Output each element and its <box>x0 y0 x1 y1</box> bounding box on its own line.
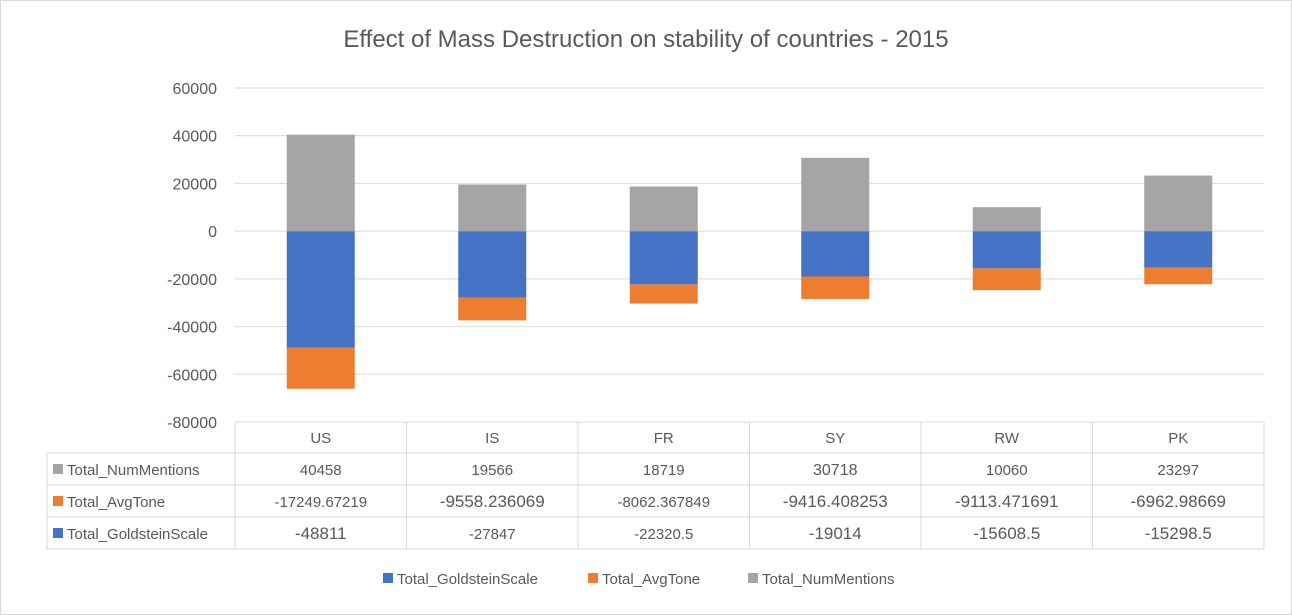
table-legend-key-total-avgtone <box>53 496 63 506</box>
table-legend-key-total-nummentions <box>53 464 63 474</box>
bar-total-nummentions-is <box>458 184 527 232</box>
table-cell-value: 10060 <box>986 462 1028 479</box>
bar-total-goldsteinscale-us <box>286 231 355 348</box>
table-cell-value: -6962.98669 <box>1131 492 1226 511</box>
bar-total-goldsteinscale-sy <box>801 231 870 277</box>
y-tick-label: -80000 <box>167 415 217 432</box>
chart-title: Effect of Mass Destruction on stability … <box>343 26 949 53</box>
bar-total-goldsteinscale-fr <box>629 231 698 285</box>
category-label-pk: PK <box>1168 430 1188 447</box>
bar-total-goldsteinscale-rw <box>972 231 1041 269</box>
legend-label-total-nummentions: Total_NumMentions <box>762 571 895 588</box>
table-legend-key-total-goldsteinscale <box>53 528 63 538</box>
table-cell-value: -9113.471691 <box>955 492 1059 511</box>
bar-total-avgtone-sy <box>801 276 870 299</box>
bar-total-avgtone-fr <box>629 284 698 304</box>
bar-total-avgtone-us <box>286 347 355 389</box>
table-cell-value: -15608.5 <box>973 524 1040 543</box>
y-tick-label: 40000 <box>173 129 218 146</box>
y-tick-label: -40000 <box>167 320 217 337</box>
legend-key-total-avgtone <box>588 573 598 583</box>
table-series-name: Total_NumMentions <box>67 462 200 479</box>
y-tick-label: 60000 <box>173 81 218 98</box>
table-cell-value: -17249.67219 <box>274 494 367 511</box>
bar-total-avgtone-pk <box>1144 267 1213 285</box>
y-tick-label: 0 <box>208 224 217 241</box>
table-cell-value: -15298.5 <box>1145 524 1212 543</box>
table-cell-value: -27847 <box>469 526 516 543</box>
legend-label-total-goldsteinscale: Total_GoldsteinScale <box>397 571 538 588</box>
legend-label-total-avgtone: Total_AvgTone <box>602 571 700 588</box>
legend-key-total-nummentions <box>748 573 758 583</box>
bar-total-avgtone-rw <box>972 268 1041 291</box>
bar-total-goldsteinscale-pk <box>1144 231 1213 268</box>
category-label-sy: SY <box>825 430 845 447</box>
table-cell-value: 30718 <box>813 462 858 479</box>
category-label-fr: FR <box>654 430 674 447</box>
legend-key-total-goldsteinscale <box>383 573 393 583</box>
bar-total-nummentions-sy <box>801 157 870 232</box>
category-label-us: US <box>310 430 331 447</box>
table-cell-value: -8062.367849 <box>617 494 710 511</box>
bar-total-avgtone-is <box>458 297 527 321</box>
y-tick-label: 20000 <box>173 176 218 193</box>
category-label-rw: RW <box>994 430 1020 447</box>
table-cell-value: -9416.408253 <box>783 492 888 511</box>
bar-total-nummentions-rw <box>972 207 1041 232</box>
bar-total-nummentions-pk <box>1144 175 1213 232</box>
table-series-name: Total_AvgTone <box>67 494 165 511</box>
table-cell-value: -48811 <box>295 524 347 543</box>
table-cell-value: 23297 <box>1157 462 1199 479</box>
table-cell-value: 19566 <box>471 462 513 479</box>
table-cell-value: 40458 <box>300 462 342 479</box>
table-cell-value: -9558.236069 <box>440 492 545 511</box>
category-label-is: IS <box>485 430 499 447</box>
y-tick-label: -20000 <box>167 272 217 289</box>
table-series-name: Total_GoldsteinScale <box>67 526 208 543</box>
table-cell-value: -22320.5 <box>634 526 693 543</box>
table-cell-value: -19014 <box>809 524 862 543</box>
bar-total-nummentions-fr <box>629 186 698 232</box>
table-cell-value: 18719 <box>643 462 685 479</box>
y-tick-label: -60000 <box>167 367 217 384</box>
bar-total-goldsteinscale-is <box>458 231 527 298</box>
bar-total-nummentions-us <box>286 134 355 232</box>
